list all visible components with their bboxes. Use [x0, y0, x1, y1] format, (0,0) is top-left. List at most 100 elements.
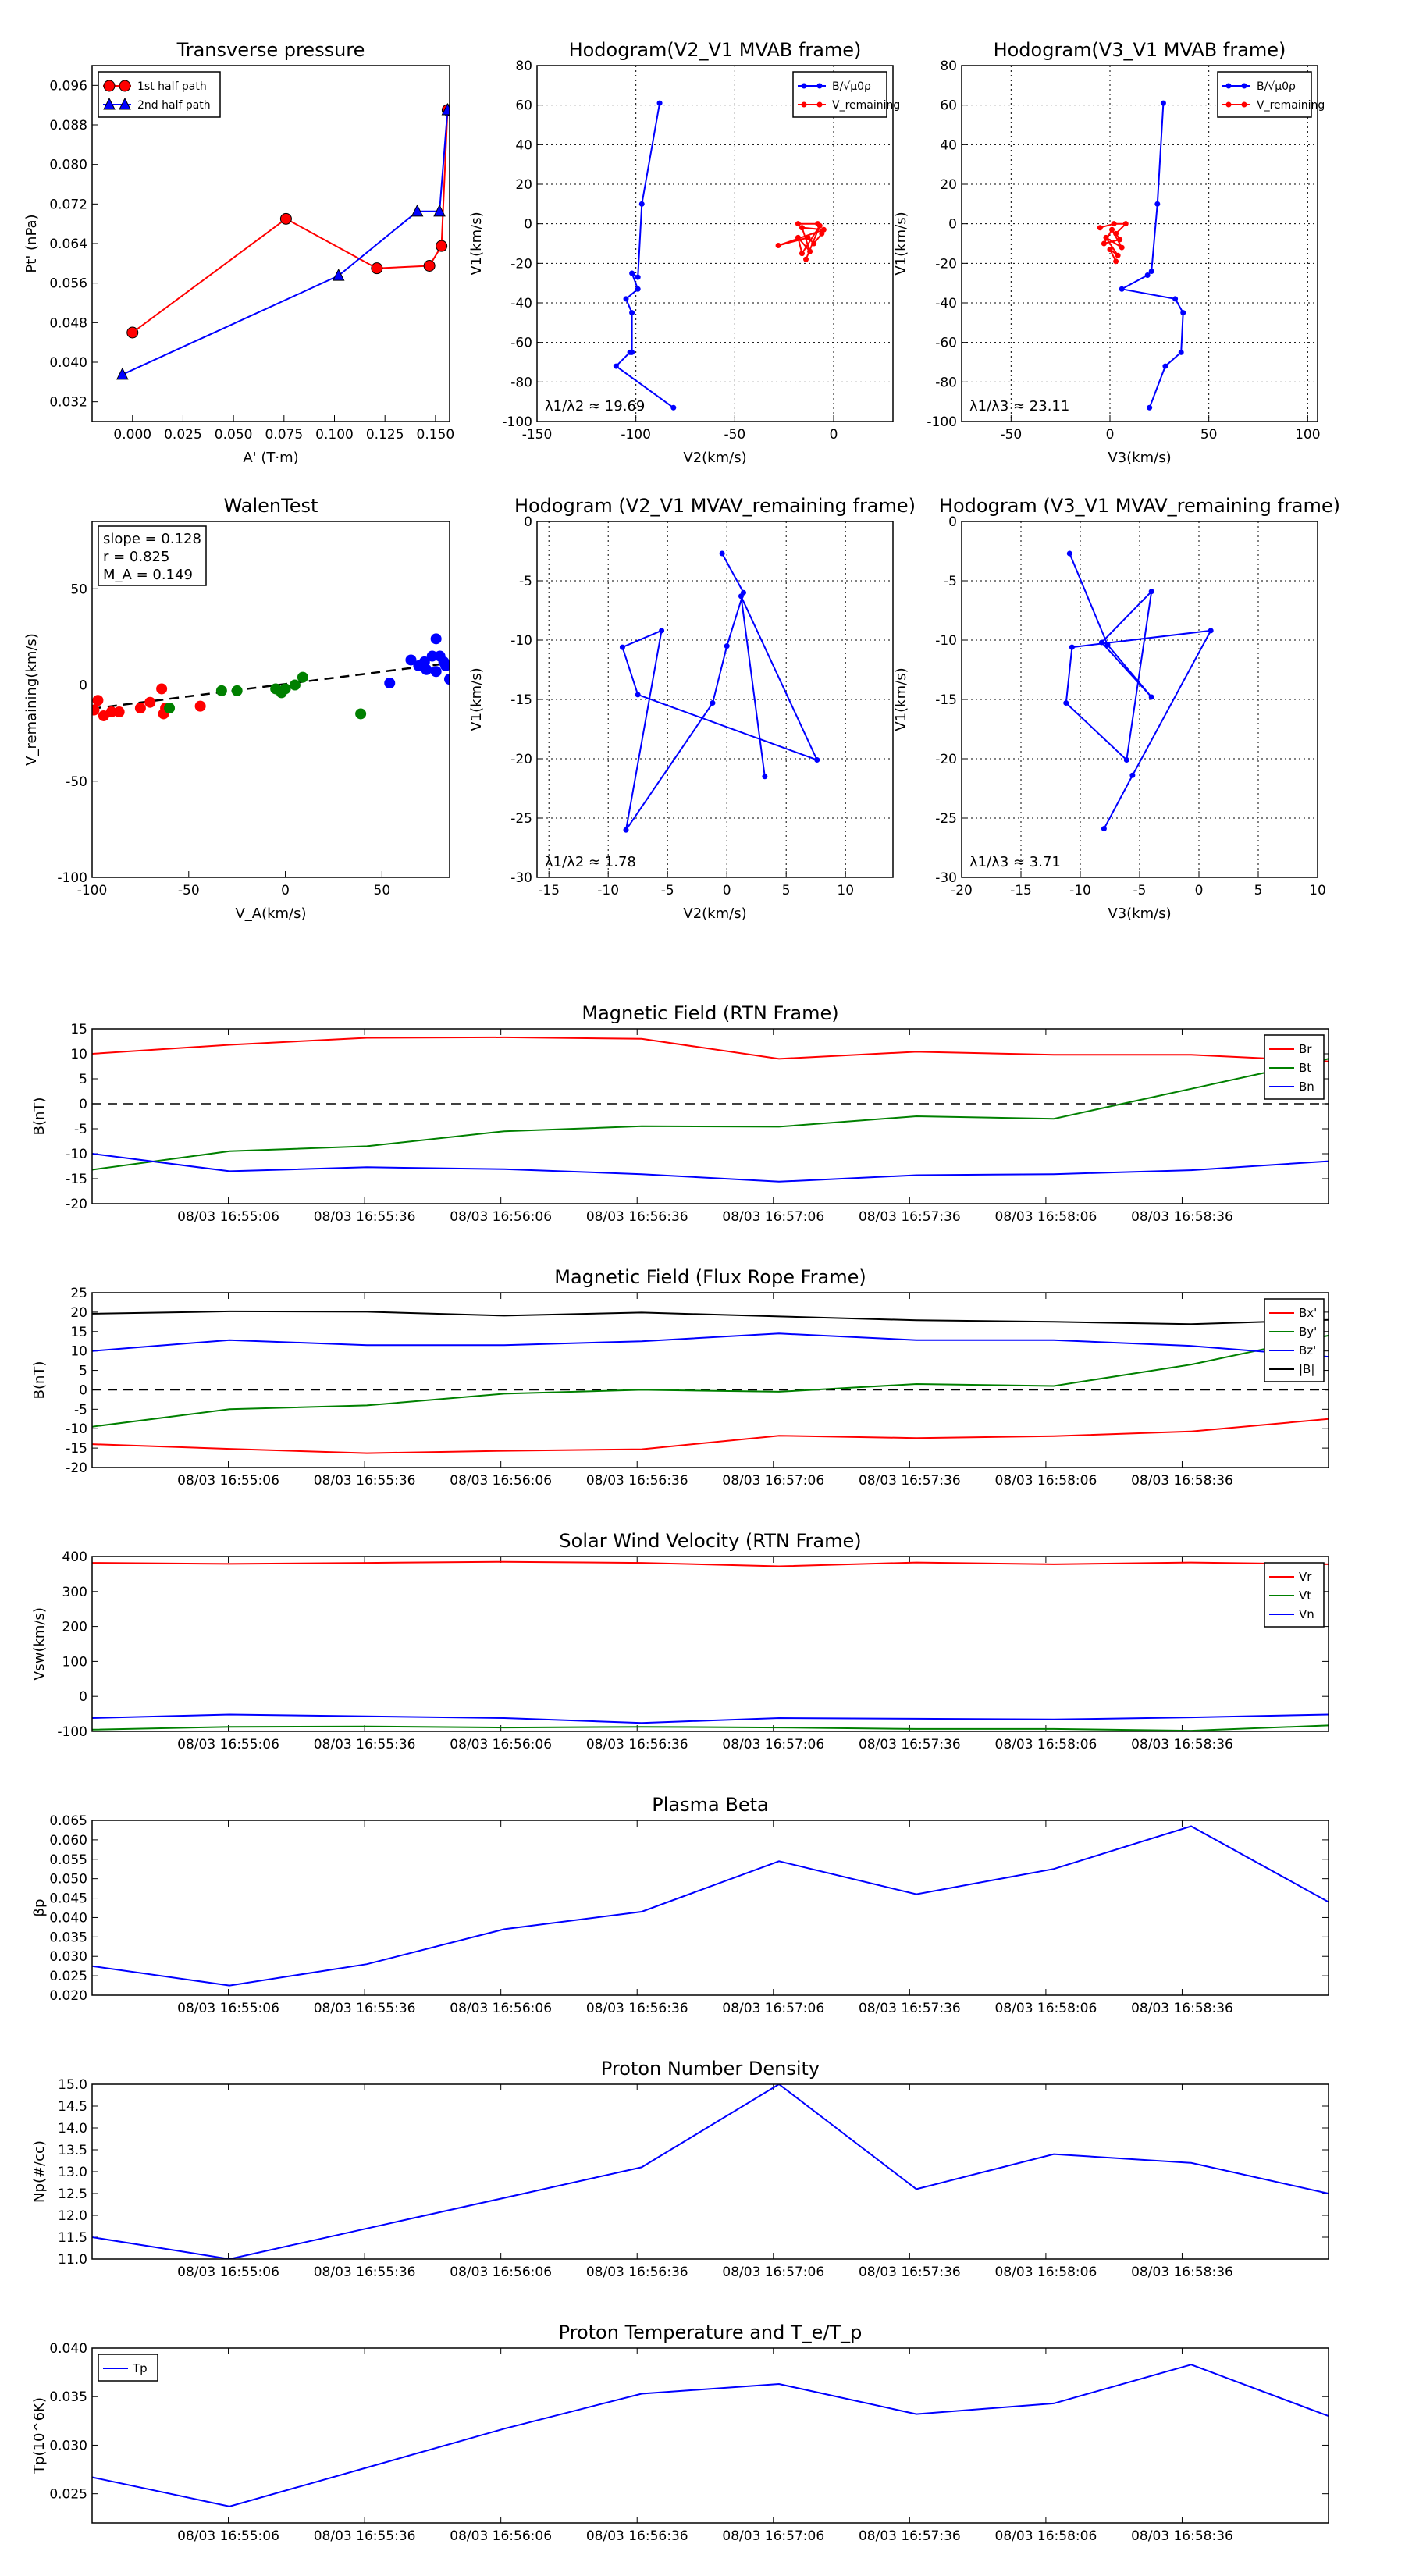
x-tick-label: 08/03 16:58:06	[995, 1473, 1097, 1489]
y-tick-label: 0.056	[49, 276, 87, 292]
x-tick-label: 08/03 16:58:06	[995, 2528, 1097, 2544]
y-tick-label: 15.0	[58, 2077, 87, 2093]
y-tick-label: 0	[79, 1097, 87, 1112]
x-tick-label: 0	[830, 427, 838, 443]
data-point	[799, 225, 805, 231]
y-tick-label: 60	[515, 98, 532, 114]
chart-hodo4: Hodogram (V3_V1 MVAV_remaining frame) -20…	[893, 495, 1340, 922]
chart-beta: Plasma Beta 0.020 0.025 0.030 0.035 0.040 0.04…	[31, 1794, 1329, 2016]
chart-title: Hodogram (V3_V1 MVAV_remaining frame)	[939, 495, 1340, 517]
data-point	[1103, 234, 1109, 240]
data-point	[371, 262, 383, 275]
legend-marker	[1225, 101, 1232, 108]
x-tick-label: 08/03 16:55:06	[177, 2528, 279, 2544]
data-point	[113, 706, 125, 718]
data-point	[423, 260, 436, 272]
y-tick-label: 0.050	[49, 1872, 87, 1888]
series-line-Bn	[92, 1153, 1329, 1183]
y-axis-label: V1(km/s)	[893, 212, 909, 275]
y-tick-label: 0.048	[49, 315, 87, 331]
data-point	[194, 700, 206, 712]
data-point	[433, 204, 446, 217]
y-tick-label: -20	[935, 256, 957, 272]
x-tick-label: 08/03 16:55:36	[314, 2265, 416, 2280]
x-tick-label: 08/03 16:58:36	[1131, 1209, 1233, 1225]
y-tick-label: -5	[74, 1402, 87, 1418]
series-line-|B|	[92, 1310, 1329, 1325]
x-tick-label: 10	[837, 883, 854, 898]
data-point	[1178, 349, 1184, 355]
data-point	[134, 703, 146, 714]
legend-label: Bx'	[1299, 1306, 1317, 1320]
y-tick-label: -10	[66, 1421, 87, 1437]
plot-frame	[536, 65, 894, 422]
series-line-Br	[92, 1036, 1329, 1062]
eigen-ratio-annotation: λ1/λ2 ≈ 19.69	[545, 398, 645, 415]
x-tick-label: 50	[1200, 427, 1218, 443]
data-point	[215, 685, 227, 696]
x-tick-label: 08/03 16:56:36	[586, 1473, 688, 1489]
x-tick-label: 08/03 16:57:06	[722, 1473, 824, 1489]
x-tick-label: 08/03 16:57:06	[722, 1737, 824, 1752]
chart-np: Proton Number Density 11.0 11.5 12.0 12.5 13.…	[31, 2058, 1329, 2280]
x-tick-label: 50	[374, 883, 391, 898]
x-tick-label: 08/03 16:55:36	[314, 2001, 416, 2016]
x-tick-label: 08/03 16:55:36	[314, 1473, 416, 1489]
y-tick-label: -20	[510, 256, 532, 272]
data-point	[1148, 268, 1154, 274]
x-tick-label: 08/03 16:57:06	[722, 2528, 824, 2544]
chart-title: Hodogram(V2_V1 MVAB frame)	[569, 39, 862, 61]
y-tick-label: -50	[66, 774, 87, 790]
x-tick-label: 08/03 16:55:36	[314, 1737, 416, 1752]
data-point	[811, 240, 817, 247]
plot-frame	[961, 521, 1318, 878]
x-tick-label: 0.150	[417, 427, 455, 443]
data-point	[144, 696, 156, 708]
data-point	[635, 274, 641, 280]
x-tick-label: -150	[522, 427, 553, 443]
x-tick-label: 08/03 16:56:36	[586, 2528, 688, 2544]
x-tick-label: 0	[1106, 427, 1115, 443]
x-tick-label: 08/03 16:55:06	[177, 1737, 279, 1752]
x-axis-label: V2(km/s)	[683, 906, 746, 922]
y-tick-label: -100	[927, 415, 957, 430]
plot-area	[613, 100, 827, 411]
chart-hodo2: Hodogram(V3_V1 MVAB frame) -50 0 50 100 -100 -…	[893, 39, 1325, 466]
legend-label: 1st half path	[137, 80, 207, 93]
x-tick-label: 08/03 16:58:06	[995, 1737, 1097, 1752]
data-point	[436, 240, 448, 252]
x-tick-label: 08/03 16:56:36	[586, 2001, 688, 2016]
data-point	[1104, 642, 1111, 648]
y-tick-label: -100	[57, 870, 87, 886]
y-axis-label: B(nT)	[31, 1361, 48, 1400]
data-point	[638, 201, 645, 207]
data-point	[332, 269, 345, 281]
plot-area	[92, 1560, 1329, 1731]
data-point	[1154, 201, 1161, 207]
y-axis-label: Vsw(km/s)	[31, 1607, 48, 1681]
y-tick-label: 13.0	[58, 2165, 87, 2180]
y-tick-label: 0.060	[49, 1833, 87, 1848]
data-point	[1097, 225, 1103, 231]
y-tick-label: 0.064	[49, 237, 87, 252]
data-point	[635, 692, 641, 698]
chart-title: Plasma Beta	[652, 1794, 768, 1816]
y-tick-label: 10	[70, 1344, 87, 1360]
x-axis-label: V2(km/s)	[683, 450, 746, 466]
legend-label: V_remaining	[832, 99, 900, 112]
legend-label: B/√μ0ρ	[832, 80, 871, 93]
data-point	[820, 226, 827, 233]
y-tick-label: 100	[62, 1654, 87, 1670]
x-tick-label: 100	[1295, 427, 1320, 443]
plot-frame	[91, 1820, 1329, 1996]
x-tick-label: -15	[538, 883, 560, 898]
chart-tp: Proton Temperature and T_e/T_p 0.025 0.030…	[31, 2322, 1329, 2544]
data-point	[440, 660, 450, 671]
y-tick-label: -15	[66, 1172, 87, 1187]
y-tick-label: 0.096	[49, 78, 87, 94]
y-tick-label: -15	[935, 692, 957, 708]
series-line-Vt	[92, 1724, 1329, 1731]
x-tick-label: -5	[1133, 883, 1147, 898]
legend-label: Bz'	[1299, 1343, 1316, 1357]
y-tick-label: 80	[515, 59, 532, 74]
